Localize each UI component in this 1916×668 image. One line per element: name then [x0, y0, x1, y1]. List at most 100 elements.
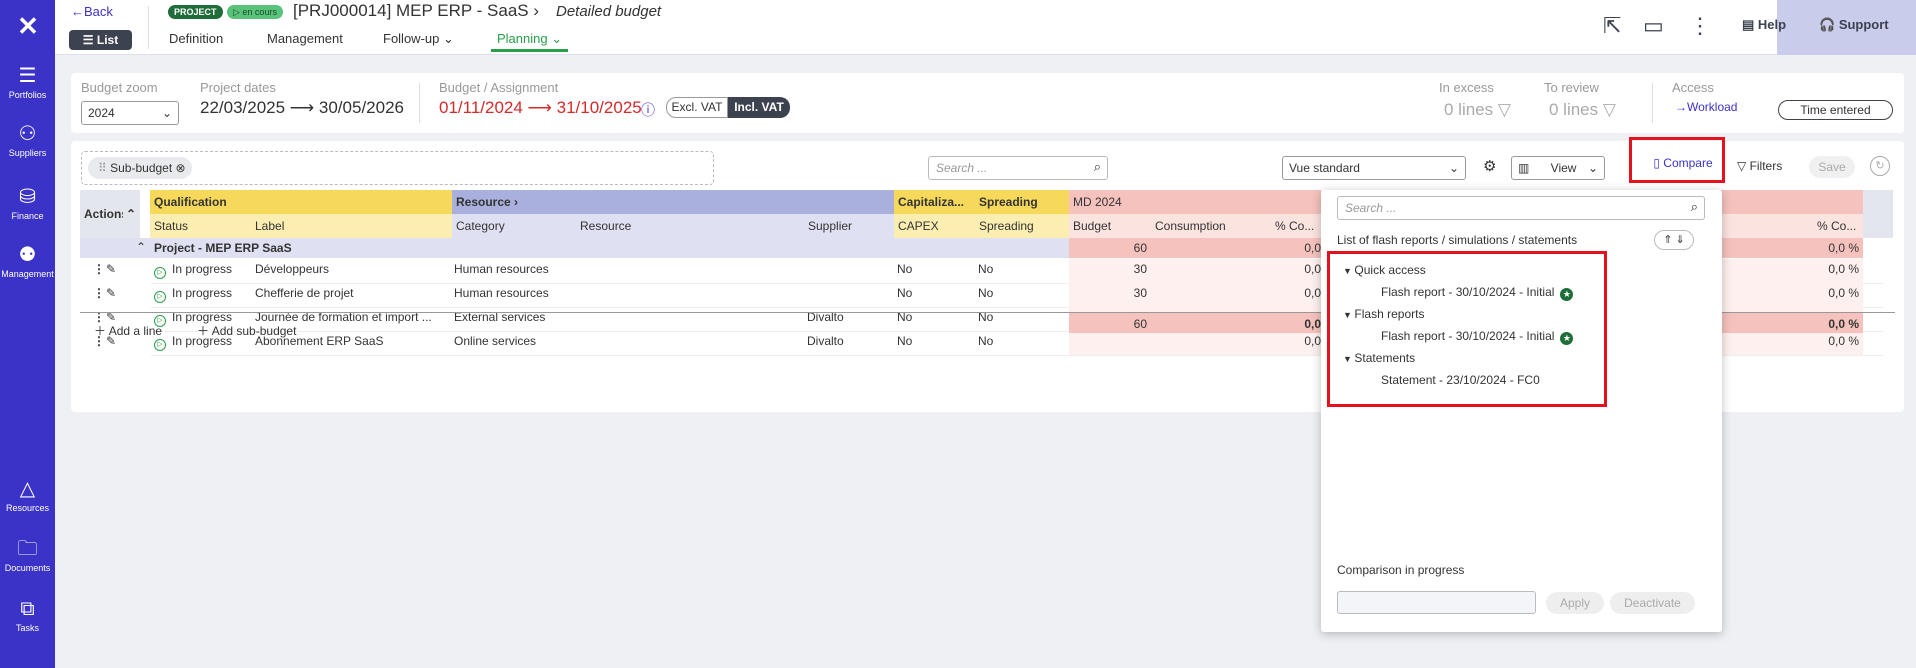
md-cell-bg	[1721, 259, 1863, 283]
support-button[interactable]: 🎧 Support	[1819, 17, 1889, 33]
save-button[interactable]: Save	[1809, 156, 1855, 178]
add-line-button[interactable]: ＋ Add a line	[94, 322, 162, 339]
tree-item-quick-flash[interactable]: Flash report - 30/10/2024 - Initial ★	[1381, 285, 1574, 301]
edit-icon[interactable]: ✎	[106, 286, 117, 300]
edit-icon[interactable]: ✎	[106, 310, 117, 324]
help-button[interactable]: ▤ Help	[1742, 17, 1786, 33]
resource-column-header[interactable]: Resource	[576, 214, 804, 238]
list-button[interactable]: ☰ List	[69, 30, 132, 50]
tab-definition[interactable]: Definition	[169, 31, 224, 46]
row-action[interactable]: ✎	[106, 262, 116, 276]
group-row[interactable]	[80, 238, 1321, 258]
external-link-icon[interactable]: ⇱	[1603, 13, 1622, 38]
deactivate-button[interactable]: Deactivate	[1610, 592, 1695, 614]
more-vertical-icon[interactable]: ⋮	[93, 286, 105, 300]
status-column-header[interactable]: Status	[150, 214, 251, 238]
tab-planning[interactable]: Planning ⌄	[497, 31, 562, 47]
spreading-column-header[interactable]: Spreading	[975, 214, 1069, 238]
excl-vat-toggle[interactable]: Excl. VAT	[666, 97, 728, 118]
md-2024-header: MD 2024	[1069, 190, 1321, 214]
pct-column-header-2[interactable]: % Co...	[1721, 214, 1863, 238]
row-action[interactable]: ⋮	[93, 334, 105, 348]
tree-node-statements[interactable]: ▼ Statements	[1343, 351, 1415, 365]
flash-report-label: Flash report - 30/10/2024 - Initial	[1381, 329, 1555, 343]
apply-button[interactable]: Apply	[1546, 592, 1604, 614]
row-divider	[151, 307, 1883, 308]
close-icon[interactable]: ⊗	[175, 161, 186, 175]
more-menu-icon[interactable]: ⋮	[1689, 13, 1711, 38]
label-column-header[interactable]: Label	[251, 214, 452, 238]
edit-icon[interactable]: ✎	[106, 262, 117, 276]
tab-management[interactable]: Management	[267, 31, 343, 46]
refresh-icon[interactable]: ↻	[1870, 156, 1890, 176]
collapse-all-icon[interactable]: ⌃	[123, 190, 140, 238]
capex-cell: No	[897, 286, 913, 300]
app-logo-icon[interactable]: ✕	[17, 11, 39, 41]
chevron-up-icon[interactable]: ⌃	[136, 240, 147, 254]
add-sub-budget-button[interactable]: ＋ Add sub-budget	[197, 322, 296, 339]
sidebar-item-documents[interactable]: 🗀 Documents	[0, 537, 55, 573]
more-vertical-icon[interactable]: ⋮	[93, 334, 105, 348]
excess-lines[interactable]: 0 lines ▽	[1444, 100, 1511, 120]
incl-vat-toggle[interactable]: Incl. VAT	[728, 97, 790, 118]
group-chip-sub-budget[interactable]: ⠿ Sub-budget ⊗	[88, 157, 192, 179]
table-search-input[interactable]: Search ... ⌕	[928, 156, 1108, 180]
view-button[interactable]: ▥ View ⌄	[1511, 156, 1605, 180]
edit-icon[interactable]: ✎	[106, 334, 117, 348]
group-row-pct2: 0,0 %	[1828, 241, 1859, 255]
tab-follow-up[interactable]: Follow-up ⌄	[383, 31, 454, 47]
more-vertical-icon[interactable]: ⋮	[93, 262, 105, 276]
resource-group-header[interactable]: Resource ›	[452, 190, 894, 214]
workload-link[interactable]: →Workload	[1675, 100, 1737, 114]
divider	[1652, 83, 1653, 123]
row-action[interactable]: ⋮	[93, 262, 105, 276]
sidebar-item-portfolios[interactable]: ☰ Portfolios	[0, 64, 55, 100]
supplier-column-header[interactable]: Supplier	[804, 214, 894, 238]
drag-handle-icon[interactable]: ⠿	[98, 161, 111, 175]
expand-collapse-toggle[interactable]: ⇑ ⇓	[1654, 230, 1694, 250]
filters-button[interactable]: ▽ Filters	[1737, 159, 1782, 173]
sidebar-item-tasks[interactable]: ⧉ Tasks	[0, 597, 55, 633]
collapse-all-icon[interactable]: ⇑	[1663, 234, 1673, 246]
group-row-pct: 0,0	[1304, 241, 1321, 255]
list-label: List	[96, 33, 119, 47]
more-vertical-icon[interactable]: ⋮	[93, 310, 105, 324]
expand-all-icon[interactable]: ⇓	[1675, 234, 1685, 246]
consumption-column-header[interactable]: Consumption	[1151, 214, 1271, 238]
tree-item-flash-report[interactable]: Flash report - 30/10/2024 - Initial ★	[1381, 329, 1574, 345]
row-action[interactable]: ✎	[106, 286, 116, 300]
info-icon[interactable]: ⓘ	[641, 102, 655, 118]
gear-icon[interactable]: ⚙	[1483, 158, 1497, 175]
row-action[interactable]: ⋮	[93, 310, 105, 324]
row-action[interactable]: ✎	[106, 310, 116, 324]
sidebar-item-suppliers[interactable]: ⚇ Suppliers	[0, 122, 55, 158]
md-cell-bg	[1721, 283, 1863, 307]
tree-item-statement[interactable]: Statement - 23/10/2024 - FC0	[1381, 373, 1540, 387]
row-action[interactable]: ✎	[106, 334, 116, 348]
row-action[interactable]: ⋮	[93, 286, 105, 300]
sidebar-item-finance[interactable]: ⛁ Finance	[0, 185, 55, 221]
resource-group-label: Resource	[456, 195, 511, 209]
tree-node-quick-access[interactable]: ▼ Quick access	[1343, 263, 1426, 277]
view-select[interactable]: Vue standard ⌄	[1282, 156, 1466, 180]
extra-header	[1863, 190, 1893, 238]
capex-column-header[interactable]: CAPEX	[894, 214, 975, 238]
pct-column-header[interactable]: % Co...	[1271, 214, 1321, 238]
comparison-input[interactable]	[1337, 591, 1536, 614]
tree-node-flash-reports[interactable]: ▼ Flash reports	[1343, 307, 1424, 321]
caret-down-icon: ▼	[1343, 310, 1355, 320]
zoom-select[interactable]: 2024 ⌄	[81, 101, 179, 125]
budget-column-header[interactable]: Budget	[1069, 214, 1151, 238]
sidebar-item-resources[interactable]: △ Resources	[0, 477, 55, 513]
monitor-icon[interactable]: ▭	[1643, 13, 1664, 38]
category-column-header[interactable]: Category	[452, 214, 576, 238]
budget-cell: 30	[1133, 262, 1147, 276]
compare-search-input[interactable]: Search ... ⌕	[1337, 196, 1705, 220]
review-lines[interactable]: 0 lines ▽	[1549, 100, 1616, 120]
back-link[interactable]: ←Back	[71, 4, 113, 19]
sidebar-item-management[interactable]: ⚉ Management	[0, 243, 55, 279]
time-entered-button[interactable]: Time entered	[1778, 100, 1893, 120]
group-by-zone[interactable]: ⠿ Sub-budget ⊗	[81, 151, 714, 185]
compare-button[interactable]: ▯ Compare	[1639, 149, 1727, 177]
sidebar: ✕ ☰ Portfolios ⚇ Suppliers ⛁ Finance ⚉ M…	[0, 0, 55, 668]
